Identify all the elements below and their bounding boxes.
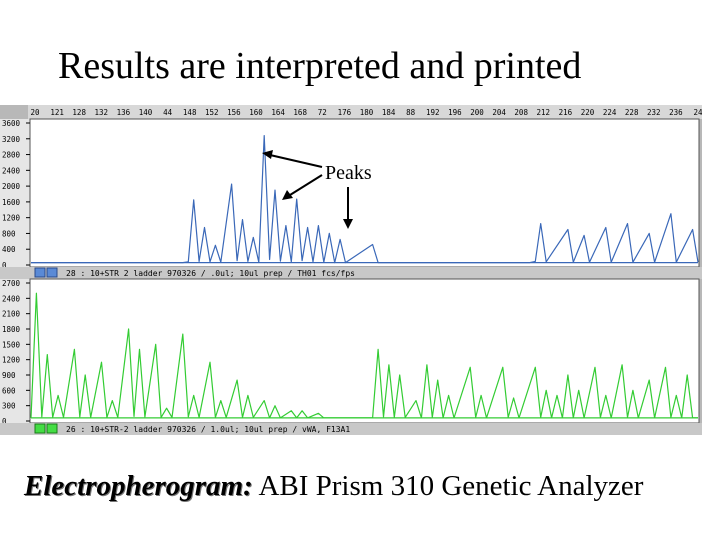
scale-label: 128 [72,108,86,117]
scale-label: 176 [338,108,352,117]
slide-caption: Electropherogram: ABI Prism 310 Genetic … [24,470,643,503]
top-series-group [31,135,699,264]
scale-label: 168 [293,108,307,117]
scale-label: 156 [227,108,241,117]
bottom-y-tick-label: 2100 [2,310,21,319]
bottom-y-tick-label: 900 [2,371,16,380]
bottom-y-ticks: 2700 2400 2100 1800 1500 1200 900 600 300 0 [2,279,30,426]
top-y-tick-label: 2400 [2,166,21,175]
top-y-tick-label: 2800 [2,151,21,160]
slide-title: Results are interpreted and printed [58,45,582,87]
top-y-tick-label: 3600 [2,119,21,128]
scale-label: 200 [470,108,484,117]
bottom-series-line-2 [31,348,698,419]
scale-label: 216 [559,108,573,117]
scale-label: 148 [183,108,197,117]
top-y-tick-label: 1200 [2,214,21,223]
caption-emphasis: Electropherogram: [24,470,253,502]
bottom-y-tick-label: 0 [2,417,7,426]
bottom-y-tick-label: 600 [2,386,16,395]
scale-label: 212 [537,108,551,117]
bottom-status-swatch-2 [46,423,58,434]
top-y-tick-label: 800 [2,229,16,238]
bottom-y-tick-label: 2400 [2,294,21,303]
peaks-label: Peaks [325,162,372,184]
peaks-arrow-2 [289,174,323,196]
scale-label: 121 [50,108,64,117]
peaks-arrowhead-2 [282,190,293,200]
scale-label: 20 [30,108,40,117]
top-y-ticks: 3600 3200 2800 2400 2000 1600 1200 800 400 0 [2,119,30,270]
bottom-series-group [30,292,698,419]
size-scale-bar [28,105,702,119]
scale-label: 232 [647,108,661,117]
electropherogram-chart: 20 121 128 132 136 140 44 148 152 156 160 164 168 72 1… [0,105,703,435]
bottom-status-bar [0,423,702,435]
peaks-arrow-1 [269,154,323,168]
bottom-status-swatch-1 [34,423,46,434]
scale-label: 220 [581,108,595,117]
bottom-plot-area [29,278,700,424]
top-status-swatch-2 [46,267,58,278]
top-y-tick-label: 0 [2,261,7,270]
bottom-y-tick-label: 2700 [2,279,21,288]
peaks-annotation: Peaks [262,150,372,229]
scale-label: 136 [117,108,131,117]
scale-label: 228 [625,108,639,117]
scale-label: 132 [95,108,109,117]
top-y-tick-label: 400 [2,245,16,254]
scale-label: 24 [693,108,702,117]
top-y-tick-label: 1600 [2,198,21,207]
scale-label: 184 [382,108,396,117]
scale-label: 160 [249,108,263,117]
top-y-axis-area [0,119,30,267]
top-status-text: 28 : 10+STR 2 ladder 970326 / .0ul; 10ul… [66,269,355,278]
top-y-tick-label: 2000 [2,182,21,191]
peaks-arrowhead-1 [262,150,273,159]
scale-label: 72 [318,108,327,117]
top-y-tick-label: 3200 [2,135,21,144]
top-series-line-2 [31,213,699,264]
bottom-y-tick-label: 300 [2,402,16,411]
scale-label: 180 [360,108,374,117]
scale-label: 44 [163,108,173,117]
scale-label: 204 [492,108,506,117]
scale-label: 140 [139,108,153,117]
peaks-arrowhead-3 [343,219,353,229]
bottom-y-tick-label: 1200 [2,356,21,365]
scale-label: 152 [205,108,219,117]
scale-label: 236 [669,108,683,117]
scale-label: 164 [271,108,285,117]
bottom-status-text: 26 : 10+STR-2 ladder 970326 / 1.0ul; 10u… [66,425,350,434]
top-series-line-1 [31,135,698,264]
scale-label: 88 [406,108,416,117]
bottom-series-line-1 [30,292,698,419]
bottom-y-tick-label: 1800 [2,325,21,334]
top-status-bar [0,267,702,279]
caption-rest: ABI Prism 310 Genetic Analyzer [258,470,644,502]
scale-label: 224 [603,108,617,117]
bottom-y-tick-label: 1500 [2,340,21,349]
top-status-swatch-1 [34,267,46,278]
electropherogram-panel: 20 121 128 132 136 140 44 148 152 156 160 164 168 72 1… [0,105,703,435]
scale-label: 196 [448,108,462,117]
scale-label: 208 [514,108,528,117]
size-scale-labels: 20 121 128 132 136 140 44 148 152 156 160 164 168 72 1… [30,108,703,117]
top-plot-area [29,118,700,268]
bottom-y-axis-area [0,279,30,423]
scale-label: 192 [426,108,440,117]
